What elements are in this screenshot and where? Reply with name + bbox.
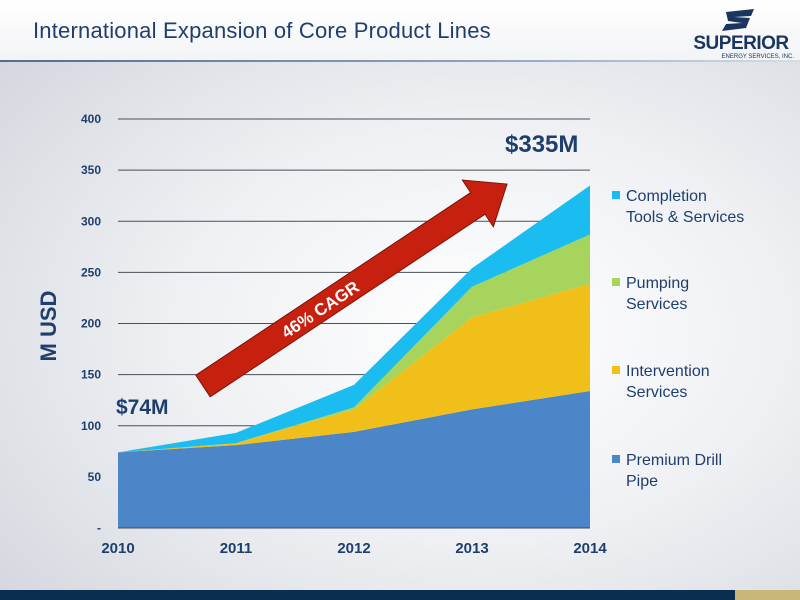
y-tick-label: 200 xyxy=(81,317,101,331)
area-series-3 xyxy=(118,234,590,453)
y-tick-label: 100 xyxy=(81,419,101,433)
start-value-label: $74M xyxy=(116,396,169,419)
end-value-label: $335M xyxy=(505,131,578,158)
arrow-shape xyxy=(195,179,508,398)
y-tick-label: 300 xyxy=(81,214,101,228)
x-tick-label: 2012 xyxy=(337,540,370,557)
area-series-1 xyxy=(118,390,590,528)
y-tick-label: 50 xyxy=(88,470,102,484)
page-title: International Expansion of Core Product … xyxy=(33,18,491,43)
legend-label: Completion Tools & Services xyxy=(626,188,745,226)
area-series-4 xyxy=(118,185,590,453)
y-tick-label: 400 xyxy=(81,112,101,126)
logo-subtitle: ENERGY SERVICES, INC. xyxy=(721,54,794,60)
y-tick-label: 350 xyxy=(81,163,101,177)
company-logo: SUPERIOR ENERGY SERVICES, INC. xyxy=(688,8,794,64)
legend-label: Pumping Services xyxy=(626,275,690,313)
y-tick-label: - xyxy=(97,521,101,535)
x-tick-label: 2014 xyxy=(573,540,607,557)
logo-mark-icon xyxy=(722,9,754,31)
legend-swatch xyxy=(612,278,620,286)
title-bar: International Expansion of Core Product … xyxy=(0,0,800,62)
y-tick-label: 150 xyxy=(81,368,101,382)
y-tick-label: 250 xyxy=(81,265,101,279)
area-series-2 xyxy=(118,283,590,453)
x-tick-label: 2013 xyxy=(455,540,488,557)
footer-bar xyxy=(0,590,800,600)
legend-label: Premium Drill Pipe xyxy=(626,452,722,490)
legend-swatch xyxy=(612,366,620,374)
y-axis-label: M USD xyxy=(36,291,61,362)
x-tick-label: 2010 xyxy=(101,540,134,557)
footer-accent xyxy=(735,590,800,600)
title-divider xyxy=(0,60,800,62)
arrow-label: 46% CAGR xyxy=(278,277,362,342)
logo-name: SUPERIOR xyxy=(693,33,789,54)
legend-swatch xyxy=(612,191,620,199)
x-tick-label: 2011 xyxy=(220,540,253,557)
legend-swatch xyxy=(612,455,620,463)
legend-label: Intervention Services xyxy=(626,363,710,401)
